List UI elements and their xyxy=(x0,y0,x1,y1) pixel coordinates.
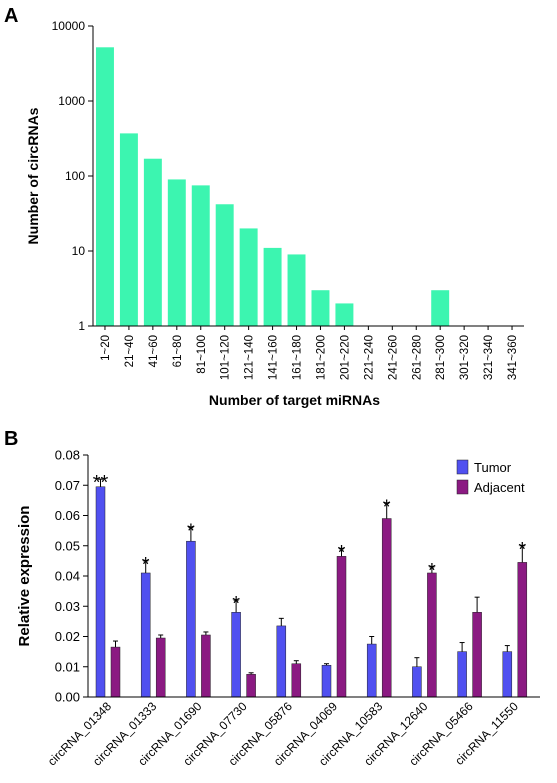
panel-a-bar xyxy=(167,179,186,326)
panel-b-y-ticks: 0.00 0.01 0.02 0.03 0.04 0.05 0.06 0.07 0.08 xyxy=(55,448,88,705)
panel-b-y-tick-label: 0.01 xyxy=(55,659,80,674)
panel-b-x-ticks: circRNA_01348circRNA_01333circRNA_01690c… xyxy=(45,699,521,769)
panel-b-bar-tumor xyxy=(276,625,287,698)
panel-b-significance-marker: * xyxy=(142,554,150,576)
panel-a-x-tick-label: 261~280 xyxy=(411,335,423,380)
panel-b-label: B xyxy=(4,428,18,450)
panel-a-x-tick-label: 241~260 xyxy=(387,335,399,380)
panel-a-bar xyxy=(335,303,354,326)
panel-b-bar-tumor xyxy=(231,612,241,698)
panel-a-x-tick-label: 341~360 xyxy=(507,335,519,380)
panel-b-bar-tumor xyxy=(95,486,106,698)
panel-a-x-tick-label: 321~340 xyxy=(483,335,495,380)
panel-a-bar xyxy=(239,228,258,326)
panel-b-legend-label-tumor: Tumor xyxy=(474,460,512,475)
panel-a-x-tick-label: 121~140 xyxy=(244,335,256,380)
panel-a-y-ticks: 1 10 100 1000 10000 xyxy=(52,19,93,333)
panel-a-chart: A Number of circRNAs Number of target mi… xyxy=(4,5,524,408)
panel-a-y-tick-label: 10 xyxy=(72,244,86,258)
panel-a-y-tick-label: 1000 xyxy=(58,94,85,108)
panel-b-significance: ********* xyxy=(93,472,527,615)
panel-b-bar-adjacent xyxy=(472,612,482,698)
panel-a-bar xyxy=(287,254,306,326)
panel-a-y-tick-label: 10000 xyxy=(52,19,86,33)
panel-b-bar-tumor xyxy=(366,643,377,698)
panel-a-bars xyxy=(95,47,450,327)
panel-a-x-tick-label: 161~180 xyxy=(292,335,304,380)
panel-b-y-tick-label: 0.07 xyxy=(55,478,80,493)
panel-a-bar xyxy=(431,290,450,326)
panel-a-y-tick-label: 1 xyxy=(78,319,85,333)
panel-b-y-tick-label: 0.04 xyxy=(55,569,80,584)
panel-a-x-tick-label: 41~60 xyxy=(148,335,160,367)
panel-b-bar-tumor xyxy=(457,651,467,698)
panel-b-bar-adjacent xyxy=(155,637,166,698)
panel-b-significance-marker: * xyxy=(383,496,391,518)
panel-b-legend: Tumor Adjacent xyxy=(456,459,525,495)
panel-b-bar-tumor xyxy=(186,540,196,698)
panel-b-bar-tumor xyxy=(321,664,332,698)
panel-b-bar-adjacent xyxy=(246,674,256,698)
panel-a-y-tick-label: 100 xyxy=(65,169,85,183)
panel-a-x-tick-label: 221~240 xyxy=(363,335,375,380)
panel-b-y-tick-label: 0.00 xyxy=(55,690,80,705)
panel-b-legend-swatch-tumor xyxy=(456,459,469,475)
panel-a-x-tick-label: 61~80 xyxy=(172,335,184,367)
panel-b-y-tick-label: 0.05 xyxy=(55,538,80,553)
panel-b-significance-marker: * xyxy=(518,539,526,561)
panel-b-bar-adjacent xyxy=(381,518,392,698)
panel-a-bar xyxy=(143,158,162,326)
panel-b-bar-adjacent xyxy=(201,634,211,698)
panel-b-significance-marker: * xyxy=(187,521,195,543)
panel-b-y-tick-label: 0.06 xyxy=(55,508,80,523)
panel-a-bar xyxy=(311,290,330,326)
panel-b-significance-marker: * xyxy=(428,560,436,582)
panel-b-significance-marker: * xyxy=(338,542,346,564)
panel-a-y-axis-title: Number of circRNAs xyxy=(25,107,41,244)
panel-a-x-tick-label: 21~40 xyxy=(124,335,136,367)
panel-a-bar xyxy=(119,133,138,326)
panel-b-chart: B Relative expression ********* 0.000.01… xyxy=(4,428,540,769)
panel-b-bar-adjacent xyxy=(336,556,347,698)
panel-b-bars xyxy=(95,486,528,698)
panel-b-error-bars xyxy=(98,478,525,675)
panel-a-x-tick-label: 301~320 xyxy=(459,335,471,380)
panel-a-bar xyxy=(95,47,114,327)
panel-a-x-tick-label: 1~20 xyxy=(100,335,112,361)
panel-a-x-tick-label: 141~160 xyxy=(268,335,280,380)
panel-a-bar xyxy=(215,204,234,326)
panel-b-y-axis-title: Relative expression xyxy=(16,506,33,647)
panel-b-axes xyxy=(87,455,540,698)
panel-b-bar-adjacent xyxy=(427,572,437,698)
panel-b-bar-tumor xyxy=(412,666,422,698)
panel-b-y-tick-label: 0.08 xyxy=(55,448,80,463)
panel-b-bar-adjacent xyxy=(110,646,121,698)
panel-b-y-tick-label: 0.02 xyxy=(55,629,80,644)
panel-b-significance-marker: * xyxy=(232,593,240,615)
panel-a-x-tick-label: 101~120 xyxy=(220,335,232,380)
panel-a-bar xyxy=(191,185,210,326)
panel-b-bar-tumor xyxy=(502,651,513,698)
panel-a-x-tick-label: 181~200 xyxy=(315,335,327,380)
panel-a-x-tick-label: 81~100 xyxy=(196,335,208,374)
panel-a-x-tick-label: 201~220 xyxy=(339,335,351,380)
panel-b-bar-adjacent xyxy=(517,562,528,698)
panel-b-legend-swatch-adjacent xyxy=(456,479,469,495)
panel-a-label: A xyxy=(4,5,18,27)
panel-b-significance-marker: ** xyxy=(93,472,109,494)
panel-b-legend-label-adjacent: Adjacent xyxy=(474,480,525,495)
panel-b-bar-tumor xyxy=(140,572,151,698)
panel-a-x-axis-title: Number of target miRNAs xyxy=(209,392,380,408)
panel-a-bar xyxy=(263,247,282,326)
panel-b-bar-adjacent xyxy=(291,663,302,698)
panel-a-x-ticks: 1~20 21~40 41~60 61~80 81~100 101~120 121~140 1… xyxy=(100,326,519,380)
panel-b-y-tick-label: 0.03 xyxy=(55,599,80,614)
panel-a-x-tick-label: 281~300 xyxy=(435,335,447,380)
